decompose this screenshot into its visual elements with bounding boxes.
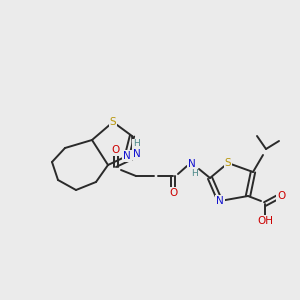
Text: S: S (110, 117, 116, 127)
Text: H: H (190, 169, 197, 178)
Text: O: O (112, 145, 120, 155)
Text: O: O (169, 188, 177, 198)
Text: OH: OH (257, 216, 273, 226)
Text: N: N (133, 149, 141, 159)
Text: S: S (225, 158, 231, 168)
Text: O: O (277, 191, 285, 201)
Text: N: N (216, 196, 224, 206)
Text: H: H (133, 140, 140, 148)
Text: N: N (123, 151, 131, 161)
Text: N: N (188, 159, 196, 169)
